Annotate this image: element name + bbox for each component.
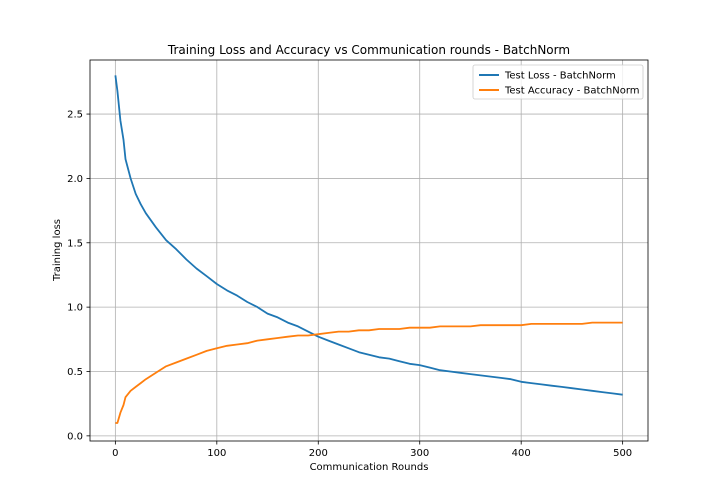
chart-title: Training Loss and Accuracy vs Communicat… [167, 43, 570, 57]
x-tick-label: 300 [410, 448, 429, 459]
x-tick-label: 500 [613, 448, 632, 459]
y-tick-label: 2.0 [67, 174, 83, 185]
series-line-0 [114, 75, 623, 396]
y-axis-label: Training loss [52, 219, 63, 282]
x-axis-ticks: 0 100 200 300 400 500 [112, 441, 632, 459]
y-tick-label: 0.0 [67, 431, 83, 442]
y-axis-ticks: 0.0 0.5 1.0 1.5 2.0 2.5 [67, 110, 90, 442]
x-axis-label: Communication Rounds [310, 462, 429, 473]
y-tick-label: 1.5 [67, 238, 83, 249]
y-tick-label: 0.5 [67, 367, 83, 378]
legend-label: Test Accuracy - BatchNorm [504, 86, 640, 97]
x-tick-label: 200 [309, 448, 328, 459]
x-tick-label: 100 [207, 448, 226, 459]
legend-box [472, 64, 644, 100]
x-tick-label: 0 [112, 448, 118, 459]
series-line-1 [115, 321, 623, 424]
grid-lines [90, 60, 648, 441]
data-series [114, 75, 623, 424]
legend-label: Test Loss - BatchNorm [504, 71, 616, 82]
plot-frame [89, 59, 649, 442]
y-tick-label: 2.5 [67, 110, 83, 121]
x-tick-label: 400 [512, 448, 531, 459]
y-tick-label: 1.0 [67, 303, 83, 314]
legend: Test Loss - BatchNorm Test Accuracy - Bat… [472, 64, 644, 100]
